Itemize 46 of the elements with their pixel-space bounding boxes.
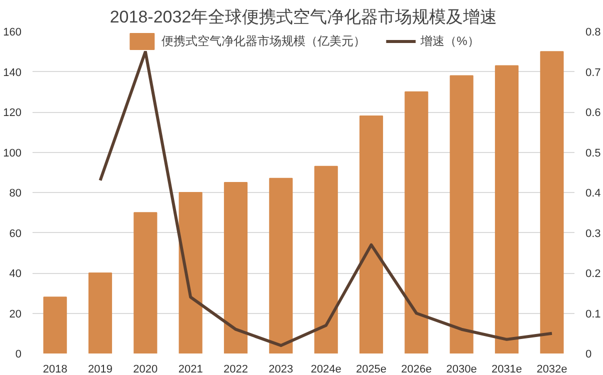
x-tick-label: 2020 <box>133 364 158 375</box>
bar <box>540 51 564 354</box>
y2-tick-label: 0.5 <box>586 147 601 160</box>
x-tick-label: 2022 <box>224 364 248 375</box>
y-tick-label: 0 <box>15 348 22 360</box>
x-tick-label: 2023 <box>268 364 294 375</box>
bar <box>134 212 158 354</box>
x-tick-label: 2019 <box>88 364 112 375</box>
y2-tick-label: 0.3 <box>586 228 601 240</box>
bar <box>269 178 293 354</box>
y-tick-label: 60 <box>9 228 22 240</box>
x-tick-label: 2030e <box>446 364 477 375</box>
y2-tick-label: 0 <box>586 348 592 360</box>
x-tick-label: 2024e <box>310 364 342 375</box>
bar <box>43 296 67 354</box>
legend-label: 增速（%） <box>420 32 480 50</box>
y2-tick-label: 0.1 <box>586 308 601 320</box>
bar <box>178 192 202 354</box>
y-tick-label: 160 <box>3 26 22 38</box>
y2-tick-label: 0.4 <box>586 188 601 200</box>
x-tick-label: 2021 <box>178 364 203 375</box>
y2-tick-label: 0.8 <box>586 26 601 38</box>
y-tick-label: 80 <box>9 188 22 200</box>
bar <box>224 182 248 354</box>
y-tick-label: 100 <box>3 147 22 160</box>
y-tick-label: 20 <box>9 308 22 320</box>
y2-tick-label: 0.2 <box>586 268 601 280</box>
x-tick-label: 2032e <box>536 364 568 375</box>
x-tick-label: 2018 <box>42 364 68 375</box>
y-tick-label: 140 <box>3 66 22 79</box>
y-tick-label: 120 <box>3 107 22 119</box>
bar <box>314 166 338 354</box>
chart-title: 2018-2032年全球便携式空气净化器市场规模及增速 <box>110 8 498 26</box>
x-tick-label: 2031e <box>491 364 522 375</box>
bar <box>359 116 384 354</box>
x-tick-label: 2026e <box>401 364 432 375</box>
bar <box>88 272 112 354</box>
y2-tick-label: 0.6 <box>586 107 601 119</box>
bar <box>494 65 519 354</box>
line-series <box>98 50 554 347</box>
legend-label: 便携式空气净化器市场规模（亿美元） <box>162 32 366 50</box>
y-tick-label: 40 <box>9 268 22 280</box>
bar <box>404 91 428 354</box>
x-tick-label: 2025e <box>356 364 387 375</box>
bar <box>450 75 474 354</box>
y2-tick-label: 0.7 <box>586 66 601 79</box>
